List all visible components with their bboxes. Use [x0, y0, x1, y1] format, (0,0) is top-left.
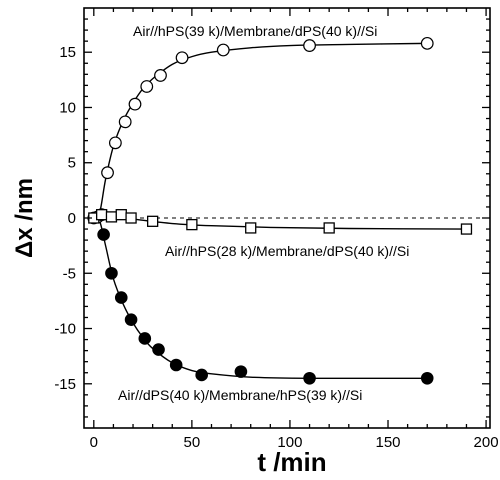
- marker-open-square: [105, 211, 118, 223]
- marker-filled-circle: [97, 228, 110, 241]
- marker-filled-circle: [138, 332, 152, 345]
- y-tick-label: -10: [54, 321, 76, 338]
- marker-open-circle: [128, 97, 142, 111]
- marker-open-circle: [175, 51, 189, 65]
- marker-open-square: [245, 222, 257, 234]
- fit-curves: [93, 42, 467, 380]
- annotation-hps39-top: Air//hPS(39 k)/Membrane/dPS(40 k)//Si: [133, 23, 377, 39]
- x-tick-label: 50: [184, 434, 201, 451]
- y-tick-label: -15: [54, 376, 76, 393]
- marker-open-circle: [118, 115, 132, 129]
- annotation-hps28-middle: Air//hPS(28 k)/Membrane/dPS(40 k)//Si: [165, 243, 409, 259]
- x-tick-label: 200: [474, 434, 499, 451]
- marker-open-square: [115, 209, 127, 221]
- y-tick-label: 15: [59, 44, 76, 61]
- marker-filled-circle: [152, 343, 165, 356]
- marker-filled-circle: [234, 365, 248, 378]
- marker-open-square: [186, 218, 198, 231]
- series-annotations: Air//hPS(39 k)/Membrane/dPS(40 k)//Si Air…: [118, 23, 409, 403]
- curve-dps40-bottom: [93, 217, 428, 380]
- marker-open-square: [146, 215, 159, 227]
- x-tick-label: 150: [375, 434, 400, 451]
- marker-filled-circle: [303, 371, 316, 385]
- marker-filled-circle: [195, 368, 208, 382]
- annotation-dps40-bottom: Air//dPS(40 k)/Membrane/hPS(39 k)//Si: [118, 387, 362, 403]
- data-markers: [87, 36, 473, 385]
- x-tick-label: 100: [277, 434, 302, 451]
- y-tick-label: 10: [59, 99, 76, 116]
- marker-filled-circle: [420, 371, 434, 385]
- marker-open-square: [125, 212, 137, 224]
- marker-open-circle: [108, 136, 122, 150]
- marker-open-circle: [154, 69, 167, 82]
- marker-open-circle: [140, 80, 154, 93]
- marker-filled-circle: [105, 266, 118, 280]
- marker-open-circle: [216, 43, 230, 57]
- marker-filled-circle: [169, 358, 183, 372]
- y-axis-title: Δx /nm: [11, 178, 38, 258]
- marker-open-square: [323, 222, 335, 234]
- x-axis-title: t /min: [257, 447, 326, 477]
- marker-open-square: [460, 223, 473, 235]
- marker-filled-circle: [124, 313, 138, 326]
- marker-open-circle: [420, 36, 434, 50]
- y-tick-label: -5: [63, 265, 76, 282]
- marker-open-square: [96, 209, 108, 221]
- y-tick-label: 0: [68, 210, 76, 227]
- y-tick-label: 5: [68, 155, 76, 172]
- marker-filled-circle: [114, 291, 128, 304]
- marker-open-circle: [101, 166, 114, 180]
- curve-hps39-top: [93, 42, 428, 219]
- x-tick-label: 0: [90, 434, 98, 451]
- marker-open-circle: [303, 39, 316, 52]
